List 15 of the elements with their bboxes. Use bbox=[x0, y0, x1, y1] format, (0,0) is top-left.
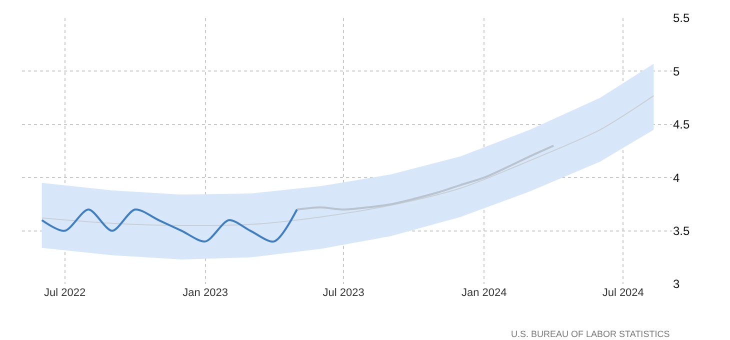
line-series bbox=[40, 208, 298, 243]
y-tick-label: 4 bbox=[673, 170, 680, 185]
y-tick-label: 5.5 bbox=[673, 11, 690, 26]
text: U.S. BUREAU OF LABOR STATISTICS bbox=[511, 329, 670, 339]
line-series bbox=[296, 144, 555, 211]
y-tick-label: 3 bbox=[673, 277, 680, 292]
x-tick-label: Jul 2022 bbox=[44, 287, 86, 299]
x-tick-label: Jul 2024 bbox=[602, 287, 644, 299]
y-tick-label: 5 bbox=[673, 64, 680, 78]
x-tick-label: Jan 2023 bbox=[182, 287, 228, 299]
x-tick-label: Jan 2024 bbox=[461, 287, 507, 299]
y-tick-label: 3.5 bbox=[673, 224, 690, 238]
y-tick-label: 4.5 bbox=[673, 118, 690, 132]
x-tick-label: Jul 2023 bbox=[322, 287, 364, 299]
line-series bbox=[41, 95, 654, 226]
